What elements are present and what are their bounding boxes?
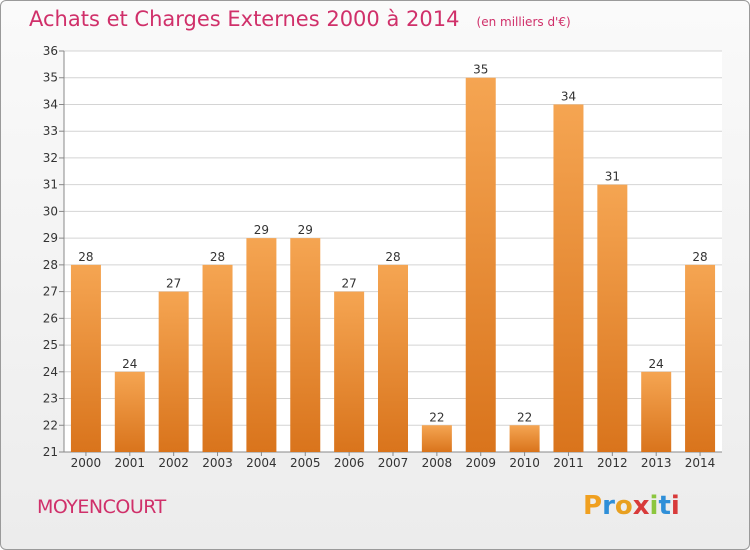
bar-value-label: 28 xyxy=(385,250,400,264)
bar-value-label: 28 xyxy=(210,250,225,264)
x-tick-label: 2008 xyxy=(422,456,453,470)
chart-title: Achats et Charges Externes 2000 à 2014 xyxy=(29,7,460,31)
bar-value-label: 27 xyxy=(341,277,356,291)
bar xyxy=(158,291,189,452)
x-tick-label: 2005 xyxy=(290,456,321,470)
y-tick-label: 21 xyxy=(43,445,58,459)
bar xyxy=(421,425,452,452)
bar xyxy=(553,104,584,452)
bar-value-label: 35 xyxy=(473,63,488,77)
bar xyxy=(465,77,496,452)
bar xyxy=(290,238,321,452)
bar-value-label: 31 xyxy=(605,170,620,184)
y-tick-label: 31 xyxy=(43,178,58,192)
bar-value-label: 27 xyxy=(166,277,181,291)
x-tick-label: 2000 xyxy=(71,456,102,470)
commune-name: MOYENCOURT xyxy=(37,496,166,518)
bar xyxy=(246,238,277,452)
y-tick-label: 32 xyxy=(43,151,58,165)
y-tick-label: 29 xyxy=(43,231,58,245)
bar-value-label: 22 xyxy=(429,410,444,424)
y-tick-label: 24 xyxy=(43,365,58,379)
x-tick-label: 2001 xyxy=(115,456,146,470)
y-tick-label: 25 xyxy=(43,338,58,352)
y-tick-label: 33 xyxy=(43,124,58,138)
bar xyxy=(597,184,628,452)
bar-value-label: 28 xyxy=(78,250,93,264)
x-tick-label: 2004 xyxy=(246,456,277,470)
y-tick-label: 30 xyxy=(43,204,58,218)
proxiti-logo: Proxiti xyxy=(583,491,680,521)
chart-unit: (en milliers d'€) xyxy=(476,15,571,29)
y-tick-label: 35 xyxy=(43,71,58,85)
x-tick-label: 2009 xyxy=(465,456,496,470)
y-tick-label: 28 xyxy=(43,258,58,272)
y-tick-label: 34 xyxy=(43,97,58,111)
bar xyxy=(685,264,716,452)
y-tick-label: 22 xyxy=(43,418,58,432)
bar-value-label: 24 xyxy=(122,357,137,371)
bar-value-label: 34 xyxy=(561,89,576,103)
x-tick-label: 2006 xyxy=(334,456,365,470)
bar-value-label: 29 xyxy=(298,223,313,237)
bar-value-label: 24 xyxy=(649,357,664,371)
bar xyxy=(334,291,365,452)
x-tick-label: 2013 xyxy=(641,456,672,470)
bar-value-label: 28 xyxy=(692,250,707,264)
x-tick-label: 2010 xyxy=(509,456,540,470)
y-tick-label: 26 xyxy=(43,311,58,325)
x-tick-label: 2012 xyxy=(597,456,628,470)
y-tick-label: 27 xyxy=(43,285,58,299)
chart-title-block: Achats et Charges Externes 2000 à 2014 (… xyxy=(29,7,571,31)
x-tick-label: 2011 xyxy=(553,456,584,470)
y-tick-label: 23 xyxy=(43,392,58,406)
bar xyxy=(509,425,540,452)
bar xyxy=(378,264,408,452)
x-tick-label: 2003 xyxy=(202,456,233,470)
y-tick-label: 36 xyxy=(43,44,58,58)
bar-value-label: 29 xyxy=(254,223,269,237)
bar xyxy=(202,264,233,452)
bar xyxy=(114,371,145,452)
x-tick-label: 2002 xyxy=(158,456,189,470)
x-tick-label: 2007 xyxy=(378,456,409,470)
x-tick-label: 2014 xyxy=(685,456,716,470)
bar xyxy=(70,264,101,452)
bar-value-label: 22 xyxy=(517,410,532,424)
bar xyxy=(641,371,672,452)
